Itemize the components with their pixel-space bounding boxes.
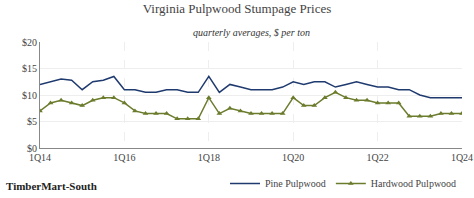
svg-text:1Q22: 1Q22 [366, 152, 388, 163]
svg-text:Virginia Pulpwood Stumpage Pri: Virginia Pulpwood Stumpage Prices [143, 1, 332, 16]
svg-text:1Q18: 1Q18 [198, 152, 220, 163]
svg-text:$20: $20 [22, 37, 37, 48]
svg-text:1Q24: 1Q24 [451, 152, 473, 163]
svg-text:1Q16: 1Q16 [113, 152, 135, 163]
svg-text:1Q20: 1Q20 [282, 152, 304, 163]
svg-text:$5: $5 [27, 116, 37, 127]
svg-text:$15: $15 [22, 63, 37, 74]
svg-text:TimberMart-South: TimberMart-South [6, 180, 97, 192]
svg-text:quarterly averages, $ per ton: quarterly averages, $ per ton [193, 27, 310, 38]
svg-text:1Q14: 1Q14 [29, 152, 51, 163]
svg-text:$10: $10 [22, 90, 37, 101]
svg-text:Hardwood Pulpwood: Hardwood Pulpwood [371, 178, 456, 189]
svg-text:Pine Pulpwood: Pine Pulpwood [265, 178, 326, 189]
svg-text:$0: $0 [27, 143, 37, 154]
